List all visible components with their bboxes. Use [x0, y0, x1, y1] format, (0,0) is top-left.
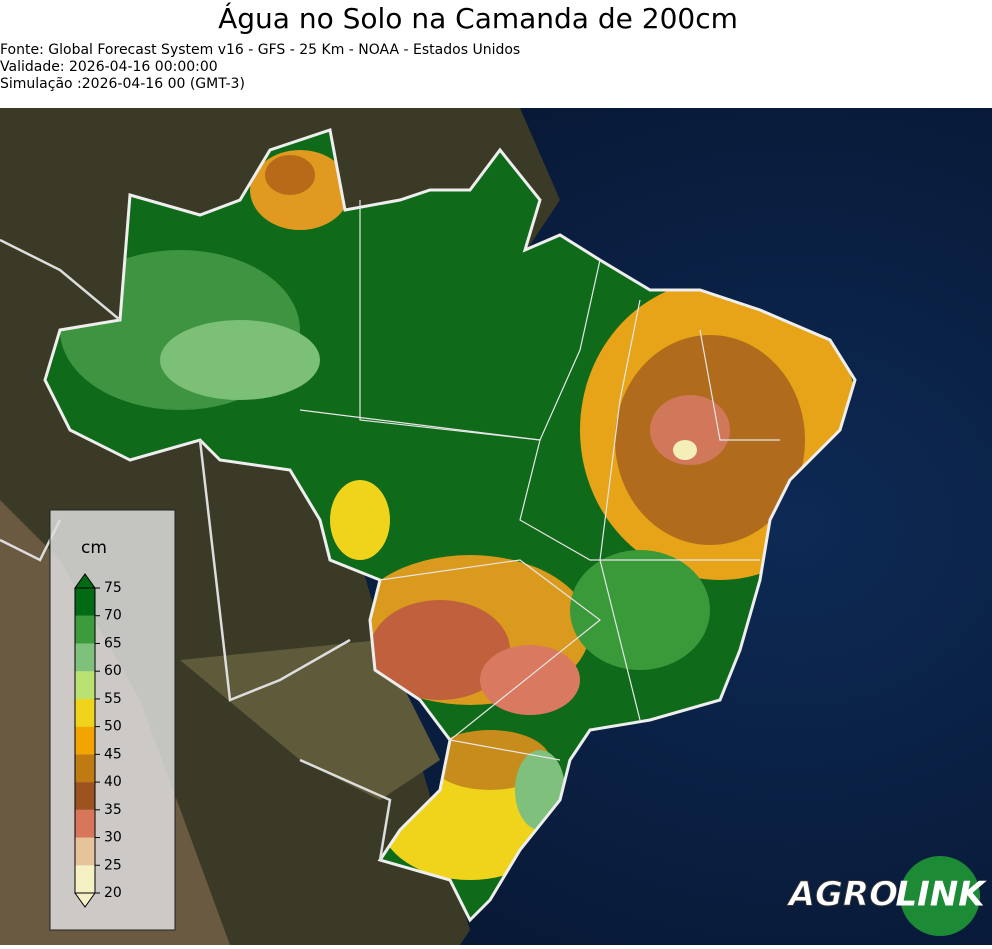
colorbar-tick-label: 50 — [104, 719, 122, 735]
colorbar-bin — [75, 588, 95, 616]
colorbar-tick-label: 55 — [104, 691, 122, 707]
colorbar-bin — [75, 671, 95, 699]
colorbar-tick-label: 25 — [104, 857, 122, 873]
colorbar-tick-label: 35 — [104, 802, 122, 818]
logo-text: LINK — [895, 875, 987, 915]
colorbar-bin — [75, 615, 95, 644]
colorbar-panel: cm 20 25 30 35 40 45 50 55 60 65 70 75 — [49, 509, 176, 931]
colorbar-bin — [75, 782, 95, 810]
logo: AGRO LINK — [785, 856, 987, 936]
colorbar-tick-label: 40 — [104, 774, 122, 790]
colorbar-bin — [75, 865, 95, 893]
colorbar-bin — [75, 726, 95, 755]
colorbar-tick-label: 65 — [104, 635, 122, 651]
colorbar-tick-label: 30 — [104, 830, 122, 846]
subtitle-line: Validade: 2026-04-16 00:00:00 — [0, 59, 218, 75]
colorbar-bin — [75, 698, 95, 727]
colorbar-frame — [74, 587, 96, 894]
colorbar-unit: cm — [81, 538, 107, 558]
colorbar-bin — [75, 754, 95, 783]
colorbar-tick-label: 70 — [104, 608, 122, 624]
colorbar-tick-label: 60 — [104, 663, 122, 679]
logo-text: AGRO — [786, 875, 898, 915]
colorbar-bin — [75, 837, 95, 866]
colorbar-tick-label: 75 — [104, 580, 122, 596]
colorbar-bin — [75, 643, 95, 672]
subtitle-line: Fonte: Global Forecast System v16 - GFS … — [0, 42, 520, 58]
colorbar-tick-label: 45 — [104, 746, 122, 762]
title: Água no Solo na Camanda de 200cm — [218, 1, 738, 35]
colorbar: 20 25 30 35 40 45 50 55 60 65 70 75 — [74, 573, 122, 908]
subtitle-line: Simulação :2026-04-16 00 (GMT-3) — [0, 76, 245, 92]
colorbar-bin — [75, 809, 95, 838]
colorbar-tick-label: 20 — [104, 885, 122, 901]
